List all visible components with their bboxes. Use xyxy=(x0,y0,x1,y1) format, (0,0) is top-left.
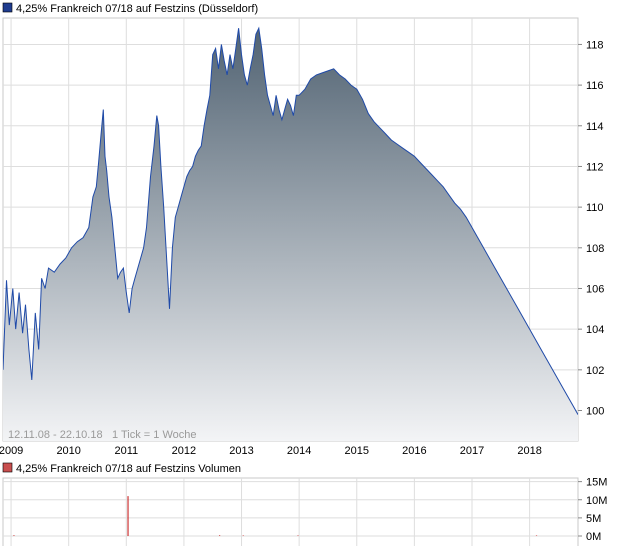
price-y-tick-label-6: 112 xyxy=(586,161,604,173)
price-y-tick-label-9: 118 xyxy=(586,39,604,51)
price-x-axis: 2009 2010 2011 2012 2013 2014 2015 2016 2017 2018 xyxy=(0,445,542,457)
volume-grid xyxy=(3,478,578,546)
volume-chart-title: 4,25% Frankreich 07/18 auf Festzins Volu… xyxy=(16,463,241,475)
price-legend-swatch xyxy=(2,2,13,13)
volume-plot-frame xyxy=(2,477,579,546)
price-y-tick-label-4: 108 xyxy=(586,243,604,255)
price-area xyxy=(3,28,578,441)
date-range-label: 12.11.08 - 22.10.18 xyxy=(8,429,103,441)
volume-bar-5 xyxy=(535,535,538,536)
price-footer: 12.11.08 - 22.10.18 1 Tick = 1 Woche xyxy=(8,429,196,441)
volume-bar-3 xyxy=(242,535,244,536)
price-line xyxy=(3,26,578,415)
volume-y-axis: 0M 5M 10M 15M xyxy=(578,477,607,543)
volume-legend-swatch xyxy=(2,462,13,473)
volume-bar-0 xyxy=(13,535,15,536)
price-x-tick-label-1: 2010 xyxy=(56,445,80,457)
price-y-tick-label-5: 110 xyxy=(586,202,604,214)
price-y-tick-label-7: 114 xyxy=(586,121,604,133)
volume-legend: 4,25% Frankreich 07/18 auf Festzins Volu… xyxy=(2,462,241,475)
volume-y-tick-label-3: 15M xyxy=(586,477,607,489)
volume-bars xyxy=(13,496,538,536)
price-x-tick-label-9: 2018 xyxy=(517,445,541,457)
price-y-tick-label-1: 102 xyxy=(586,365,604,377)
price-x-tick-label-8: 2017 xyxy=(460,445,484,457)
price-x-tick-label-2: 2011 xyxy=(114,445,138,457)
price-y-tick-label-3: 106 xyxy=(586,283,604,295)
price-x-tick-label-0: 2009 xyxy=(0,445,23,457)
price-y-axis: 100 102 104 106 108 110 112 114 116 118 xyxy=(578,39,604,417)
price-y-tick-label-0: 100 xyxy=(586,405,604,417)
price-x-tick-label-4: 2013 xyxy=(229,445,253,457)
price-x-tick-label-6: 2015 xyxy=(345,445,369,457)
volume-bar-1 xyxy=(127,496,129,536)
price-x-tick-label-7: 2016 xyxy=(402,445,426,457)
tick-info-label: 1 Tick = 1 Woche xyxy=(112,429,196,441)
price-legend: 4,25% Frankreich 07/18 auf Festzins (Düs… xyxy=(2,2,258,15)
price-x-tick-label-5: 2014 xyxy=(287,445,311,457)
volume-y-tick-label-2: 10M xyxy=(586,495,607,507)
volume-y-tick-label-1: 5M xyxy=(586,513,601,525)
price-chart-title: 4,25% Frankreich 07/18 auf Festzins (Düs… xyxy=(16,3,258,15)
volume-y-tick-label-0: 0M xyxy=(586,531,601,543)
volume-bar-2 xyxy=(219,535,221,536)
volume-bar-4 xyxy=(297,535,299,536)
price-y-tick-label-8: 116 xyxy=(586,80,604,92)
price-x-tick-label-3: 2012 xyxy=(172,445,196,457)
price-y-tick-label-2: 104 xyxy=(586,324,604,336)
